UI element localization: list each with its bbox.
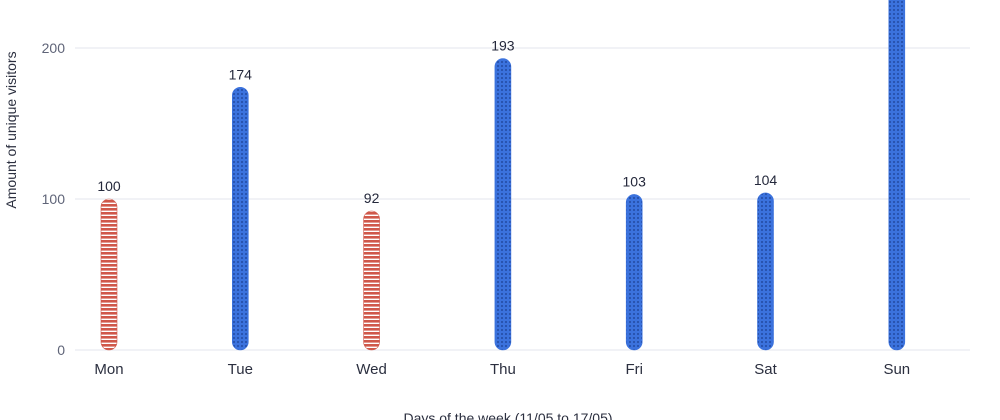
bar-sun[interactable] <box>888 0 906 351</box>
x-tick-label-mon: Mon <box>94 361 123 378</box>
bars <box>100 0 906 351</box>
y-tick-label: 100 <box>42 191 66 207</box>
data-label-sat: 104 <box>754 172 778 188</box>
grid-lines <box>75 47 970 351</box>
bar-sat[interactable] <box>757 192 774 351</box>
y-axis-title: Amount of unique visitors <box>3 51 19 208</box>
x-tick-label-wed: Wed <box>356 361 387 378</box>
y-axis-ticks: 0 100 200 <box>42 40 66 358</box>
data-label-fri: 103 <box>623 173 647 189</box>
x-tick-label-tue: Tue <box>228 361 253 378</box>
x-tick-label-thu: Thu <box>490 361 516 378</box>
bar-wed[interactable] <box>363 210 380 351</box>
x-tick-label-sun: Sun <box>883 361 910 378</box>
bar-thu[interactable] <box>494 58 512 351</box>
bar-fri[interactable] <box>625 194 643 351</box>
bar-tue[interactable] <box>232 86 249 351</box>
data-label-tue: 174 <box>229 66 253 82</box>
x-tick-label-fri: Fri <box>625 361 643 378</box>
y-tick-label: 0 <box>57 342 65 358</box>
data-label-mon: 100 <box>97 178 121 194</box>
data-label-wed: 92 <box>364 190 380 206</box>
data-labels: 100 174 92 193 103 104 <box>97 38 777 207</box>
y-tick-label: 200 <box>42 40 66 56</box>
x-axis-ticks: Mon Tue Wed Thu Fri Sat Sun <box>94 361 910 378</box>
x-axis-title: Days of the week (11/05 to 17/05) <box>403 410 612 420</box>
x-tick-label-sat: Sat <box>754 361 777 378</box>
data-label-thu: 193 <box>491 38 515 54</box>
bar-mon[interactable] <box>100 198 118 351</box>
